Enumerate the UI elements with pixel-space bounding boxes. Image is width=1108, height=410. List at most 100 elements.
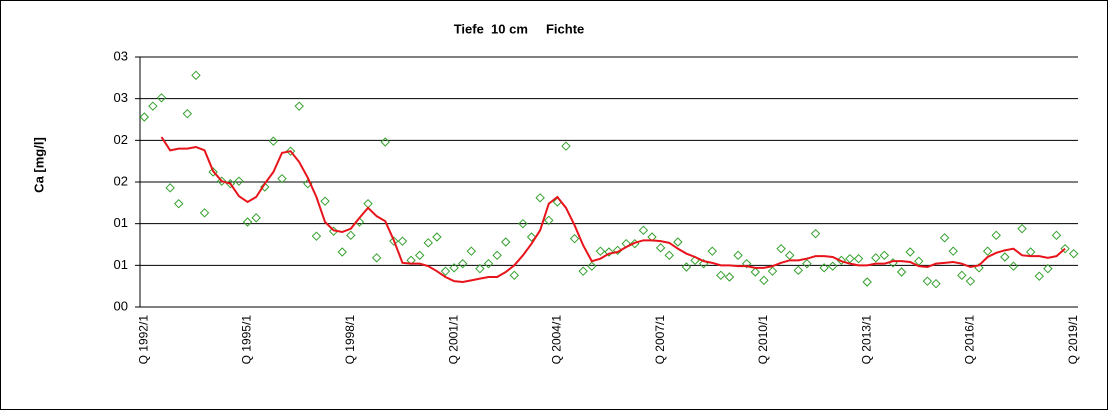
data-point [957,270,967,281]
y-tick-label: 00 [114,298,128,313]
data-point [802,258,812,269]
data-point [1060,243,1070,254]
data-point [587,261,597,271]
trend-line [160,136,1066,284]
x-tick-label: Q 1992/1 [136,315,150,365]
data-point [234,176,244,186]
y-tick-label: 02 [114,173,128,188]
y-tick-label: 01 [114,215,128,230]
data-point [380,137,390,147]
data-point [475,263,485,274]
data-point [389,236,399,246]
data-point [423,238,433,248]
data-point [673,237,683,247]
data-point [707,246,717,256]
data-point [785,250,795,261]
data-point [277,173,287,184]
y-tick-label: 01 [114,257,128,272]
data-point [595,246,606,256]
y-tick-label: 03 [114,90,128,105]
data-point [828,261,838,271]
data-point [741,258,752,269]
data-point [311,231,322,241]
data-point [156,93,167,103]
data-point [268,136,279,146]
data-point [638,225,649,236]
data-point [569,233,580,244]
data-point [862,277,872,287]
data-point [1008,261,1019,271]
data-point [371,253,382,263]
data-point [449,263,459,273]
data-point [242,217,253,227]
data-point [905,247,915,257]
data-point [526,232,537,242]
data-point [982,246,993,256]
data-point [1068,248,1079,259]
data-point [965,276,976,286]
data-point [991,230,1001,241]
data-point [466,246,477,256]
data-point [733,250,743,261]
data-point [217,176,227,186]
x-tick-label: Q 2010/1 [756,315,770,365]
y-tick-label: 03 [114,48,128,63]
data-point [148,101,158,111]
data-point [1043,263,1053,274]
data-point [793,265,804,276]
data-point [483,258,494,269]
data-point [414,250,425,261]
data-point [716,270,726,281]
data-point [561,141,571,151]
data-point [922,276,933,286]
x-tick-label: Q 2013/1 [859,315,873,365]
data-point [139,112,150,122]
data-point [518,218,528,229]
x-tick-label: Q 2004/1 [550,315,564,365]
data-point [174,198,184,209]
data-point [604,247,614,257]
data-point [750,267,761,277]
data-point [612,245,623,256]
data-point [896,267,907,277]
data-point [285,146,296,156]
data-point [1051,230,1062,241]
data-point [776,243,786,254]
data-point [191,70,201,81]
data-point [1017,223,1027,234]
data-point [664,250,674,261]
data-point [1000,252,1010,262]
data-point [819,263,829,273]
data-point [724,272,735,282]
data-point [810,228,821,239]
x-tick-label: Q 1998/1 [343,315,357,365]
data-point [939,233,950,243]
data-point [165,183,175,193]
data-point [346,230,356,241]
data-point [182,108,193,119]
data-point [294,101,304,111]
data-point [681,262,692,272]
data-point [655,243,666,253]
chart-title: Tiefe 10 cm Fichte [454,21,585,36]
data-point [492,250,502,261]
data-point [1034,271,1044,281]
data-point [199,208,210,218]
data-point [767,266,778,276]
data-point [251,213,261,223]
data-point [432,232,442,242]
data-point [853,253,864,264]
x-tick-label: Q 1995/1 [240,315,254,365]
data-point [509,270,520,281]
data-point [440,266,451,276]
data-point [457,258,468,269]
data-point [578,266,588,276]
data-point [535,193,545,203]
data-point [501,237,511,247]
data-point [397,236,408,246]
data-point [759,275,769,286]
data-point [931,278,941,289]
data-point [544,215,554,226]
y-axis-label: Ca [mg/l] [31,137,46,193]
